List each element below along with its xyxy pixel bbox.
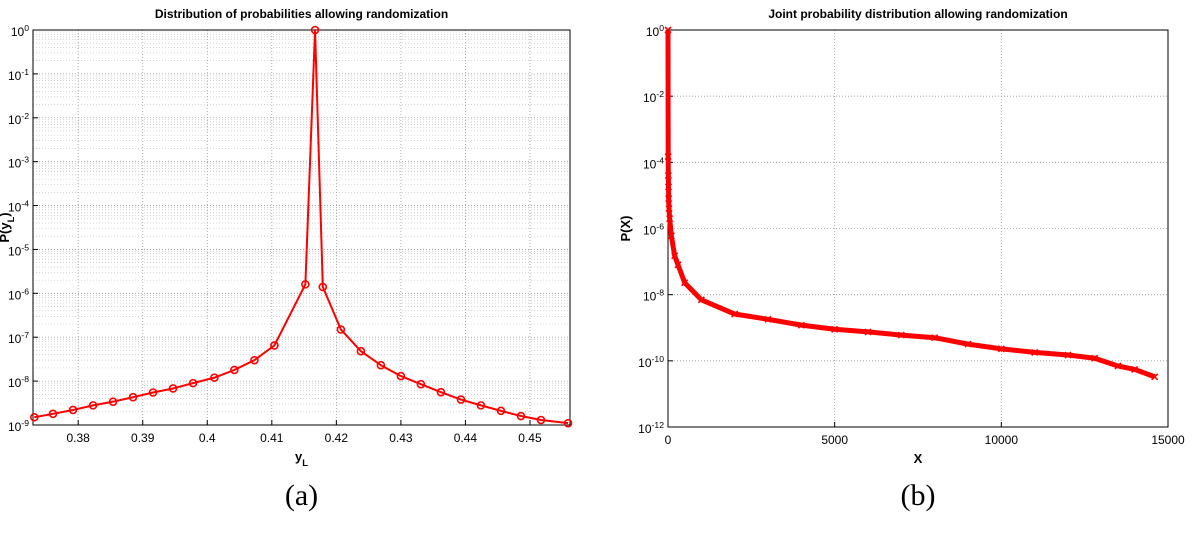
point-marker [476, 401, 486, 410]
x-tick-label: 0.38 [67, 431, 91, 445]
point-marker [831, 325, 839, 333]
y-axis-label: P(X) [618, 216, 633, 242]
point-marker [664, 26, 672, 34]
point-marker [456, 395, 466, 404]
y-tick-label: 10-12 [638, 420, 664, 436]
subplot: 10-9 10-8 10-7 10-6 10-5 10-4 10-3 10-2 10-1 100 0… [0, 7, 573, 512]
x-axis-label: X [914, 451, 923, 466]
point-marker [964, 340, 972, 348]
point-marker [516, 411, 526, 421]
chart-title: Distribution of probabilities allowing r… [155, 7, 448, 21]
y-tick-label: 10-4 [643, 155, 664, 171]
point-marker [664, 171, 672, 180]
point-marker [396, 371, 406, 381]
caption: (b) [901, 479, 936, 512]
caption: (a) [285, 479, 318, 512]
y-tick-label: 10-3 [8, 155, 29, 171]
point-marker [931, 334, 939, 342]
point-marker [664, 183, 673, 191]
point-marker [1031, 348, 1039, 356]
x-tick-label: 0.41 [260, 431, 284, 445]
point-marker [664, 152, 672, 161]
point-marker [48, 409, 58, 419]
point-marker [897, 331, 905, 339]
y-tick-label: 10-4 [8, 199, 29, 215]
point-marker [310, 25, 320, 35]
chart-title: Joint probability distribution allowing … [768, 7, 1067, 21]
point-marker [416, 379, 426, 389]
y-tick-label: 10-8 [643, 288, 664, 304]
point-marker [436, 387, 446, 397]
point-marker [1064, 351, 1072, 359]
plot-frame [32, 29, 571, 426]
point-marker [318, 282, 328, 292]
point-marker [1114, 362, 1122, 370]
point-marker [128, 392, 138, 402]
subplot: 10-12 10-10 10-8 10-6 10-4 10-2 100 0 5000 10000 1… [618, 7, 1185, 512]
point-marker [536, 415, 546, 425]
y-axis-label: P(yL) [0, 212, 16, 242]
point-marker [1131, 365, 1139, 373]
point-marker [731, 310, 739, 318]
y-tick-label: 10-10 [638, 354, 664, 370]
point-marker [1091, 354, 1099, 362]
x-tick-label: 0.45 [518, 431, 542, 445]
y-tick-label: 10-6 [643, 222, 664, 238]
point-marker [301, 280, 310, 289]
point-marker [230, 365, 239, 375]
point-marker [376, 360, 386, 370]
point-marker [563, 418, 573, 428]
point-marker [671, 252, 679, 260]
x-axis-label: yL [295, 449, 308, 468]
x-tick-label: 0.4 [199, 431, 216, 445]
point-marker [797, 321, 805, 329]
point-marker [674, 261, 682, 269]
x-tick-label: 15000 [1151, 433, 1185, 447]
point-marker [336, 325, 346, 334]
point-marker [665, 195, 673, 203]
y-tick-label: 10-9 [8, 418, 29, 434]
point-marker [29, 412, 39, 422]
data-line [34, 29, 569, 425]
point-marker [188, 378, 198, 388]
point-marker [667, 232, 675, 240]
point-marker [697, 296, 705, 304]
x-tick-label: 10000 [985, 433, 1019, 447]
x-tick-label: 5000 [821, 433, 848, 447]
y-tick-label: 10-1 [8, 67, 29, 83]
point-marker [681, 279, 689, 287]
y-tick-label: 100 [11, 23, 29, 39]
point-marker [68, 405, 78, 415]
y-tick-label: 10-2 [8, 111, 29, 127]
x-tick-label: 0.42 [325, 431, 349, 445]
y-tick-label: 100 [646, 23, 664, 39]
x-tick-label: 0 [665, 433, 672, 447]
y-tick-label: 10-6 [8, 286, 29, 302]
point-marker [665, 205, 673, 213]
x-tick-label: 0.43 [389, 431, 413, 445]
point-marker [88, 401, 98, 410]
point-marker [108, 397, 118, 406]
point-marker [764, 315, 772, 323]
point-marker [496, 406, 506, 416]
point-marker [148, 388, 158, 397]
y-tick-label: 10-2 [643, 89, 664, 105]
y-tick-label: 10-5 [8, 242, 29, 258]
point-marker [356, 346, 366, 356]
point-marker [270, 341, 279, 350]
y-tick-label: 10-8 [8, 374, 29, 390]
point-marker [210, 373, 219, 382]
point-marker [1151, 373, 1159, 381]
point-marker [168, 384, 178, 393]
y-tick-label: 10-7 [8, 330, 29, 346]
point-marker [250, 355, 259, 365]
plot-frame [667, 29, 1169, 428]
x-tick-label: 0.39 [131, 431, 155, 445]
data-line [665, 29, 1156, 380]
point-marker [864, 328, 872, 336]
point-marker [666, 214, 674, 223]
point-marker [997, 345, 1005, 353]
x-tick-label: 0.44 [454, 431, 478, 445]
